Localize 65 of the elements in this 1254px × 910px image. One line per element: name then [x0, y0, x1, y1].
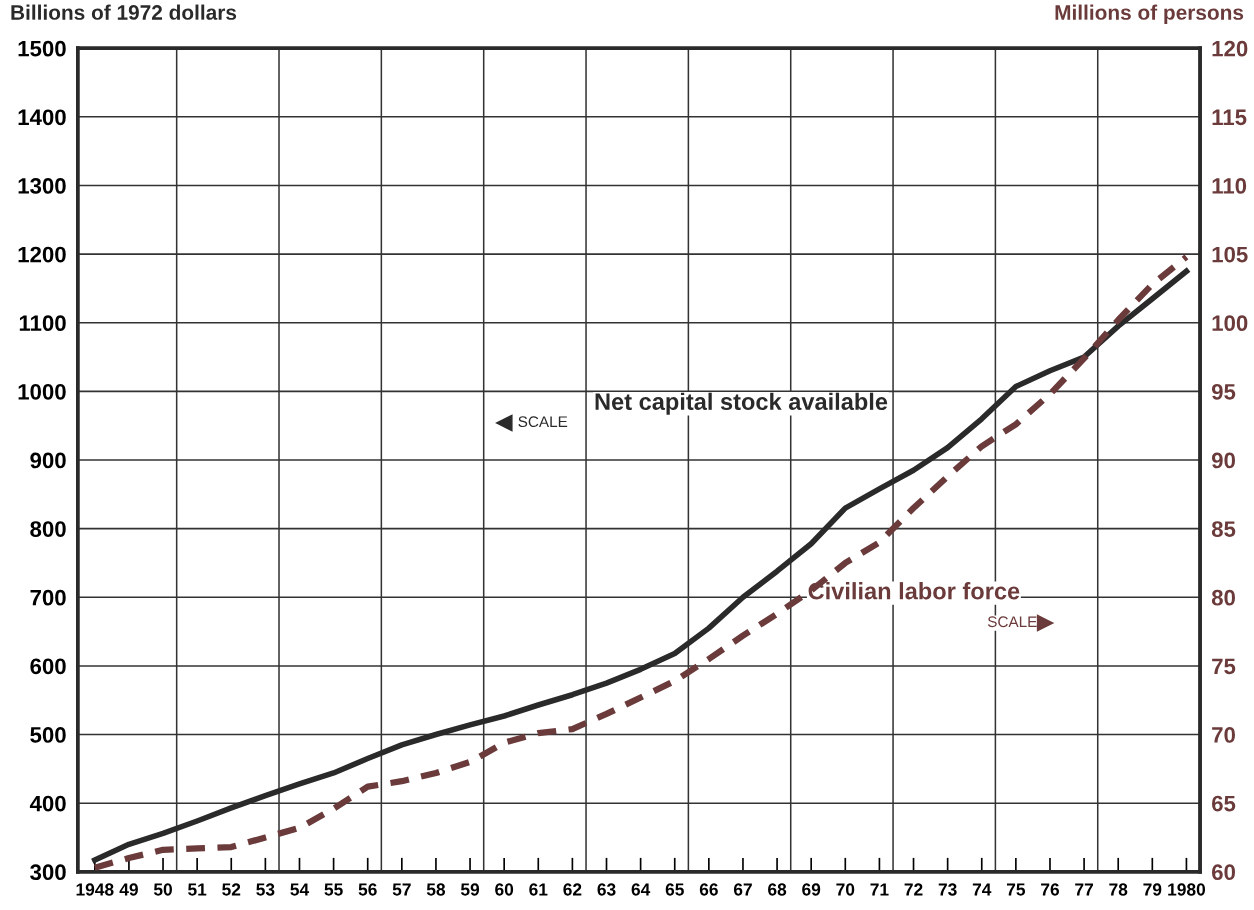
x-tick-label: 61 [529, 883, 548, 896]
series-label: Civilian labor force [808, 582, 1020, 600]
y-tick-label: 800 [30, 521, 66, 537]
y-tick-label: 900 [30, 452, 66, 469]
x-tick-label: 67 [733, 883, 752, 896]
x-tick-label: 77 [1075, 883, 1093, 896]
y2-tick-label: 85 [1211, 521, 1236, 537]
x-tick-label: 60 [495, 883, 514, 896]
x-tick-label: 74 [972, 883, 992, 896]
y2-tick-label: 120 [1212, 40, 1248, 57]
x-tick-label: 58 [426, 883, 446, 896]
y-tick-label: 1300 [18, 178, 66, 194]
y2-tick-label: 90 [1211, 452, 1235, 469]
y-tick-label: 500 [30, 727, 66, 743]
x-tick-label: 75 [1006, 883, 1026, 896]
x-tick-label: 54 [290, 883, 310, 896]
y-tick-label: 1100 [19, 315, 66, 332]
x-tick-label: 56 [358, 883, 377, 896]
y2-tick-label: 105 [1212, 246, 1248, 263]
y2-tick-label: 80 [1211, 589, 1235, 606]
text: Net capital stock available [595, 392, 888, 415]
annotation: SCALE [987, 616, 1037, 628]
x-tick-label: 57 [392, 883, 411, 896]
y-tick-label: 1200 [18, 246, 66, 263]
y2-tick-label: 115 [1212, 109, 1247, 126]
y-tick-label: 1400 [18, 109, 66, 126]
x-tick-label: 53 [256, 883, 275, 896]
x-tick-label: 55 [324, 883, 343, 896]
x-tick-label: 50 [153, 883, 172, 896]
x-tick-label: 64 [631, 883, 651, 896]
y-tick-label: 1000 [18, 383, 66, 400]
y2-tick-label: 100 [1212, 315, 1248, 332]
x-tick-label: 79 [1143, 883, 1162, 896]
y2-tick-label: 70 [1212, 727, 1235, 743]
x-tick-label: 51 [188, 883, 207, 896]
y-tick-label: 1500 [18, 40, 66, 57]
y2-tick-label: 75 [1212, 658, 1236, 675]
y2-tick-label: 95 [1211, 383, 1236, 400]
x-tick-label: 73 [938, 883, 957, 896]
y-tick-label: 600 [30, 658, 66, 675]
x-tick-label: 62 [563, 883, 582, 896]
y2-tick-label: 60 [1212, 864, 1235, 881]
y2-tick-label: 110 [1212, 178, 1247, 194]
x-tick-label: 78 [1109, 883, 1128, 896]
x-tick-label: 49 [119, 883, 138, 896]
y2-axis-title: Millions of persons [1055, 4, 1244, 24]
y-tick-label: 300 [30, 864, 66, 881]
x-tick-label: 65 [665, 883, 684, 896]
x-tick-label: 68 [768, 883, 787, 896]
x-tick-label: 1980 [1168, 883, 1206, 896]
y-tick-label: 700 [30, 589, 66, 606]
x-tick-label: 70 [836, 883, 855, 896]
y2-tick-label: 65 [1212, 795, 1236, 812]
x-tick-label: 66 [699, 883, 718, 896]
y-tick-label: 400 [29, 795, 66, 812]
annotation: SCALE [518, 416, 568, 428]
x-tick-label: 71 [870, 883, 889, 896]
x-tick-label: 63 [597, 883, 616, 896]
x-tick-label: 72 [904, 883, 923, 896]
y-axis-title: Billions of 1972 dollars [11, 4, 237, 20]
x-tick-label: 1948 [76, 883, 114, 896]
x-tick-label: 59 [460, 883, 480, 896]
x-tick-label: 76 [1041, 883, 1060, 896]
x-tick-label: 52 [222, 883, 241, 896]
x-tick-label: 69 [802, 883, 821, 896]
